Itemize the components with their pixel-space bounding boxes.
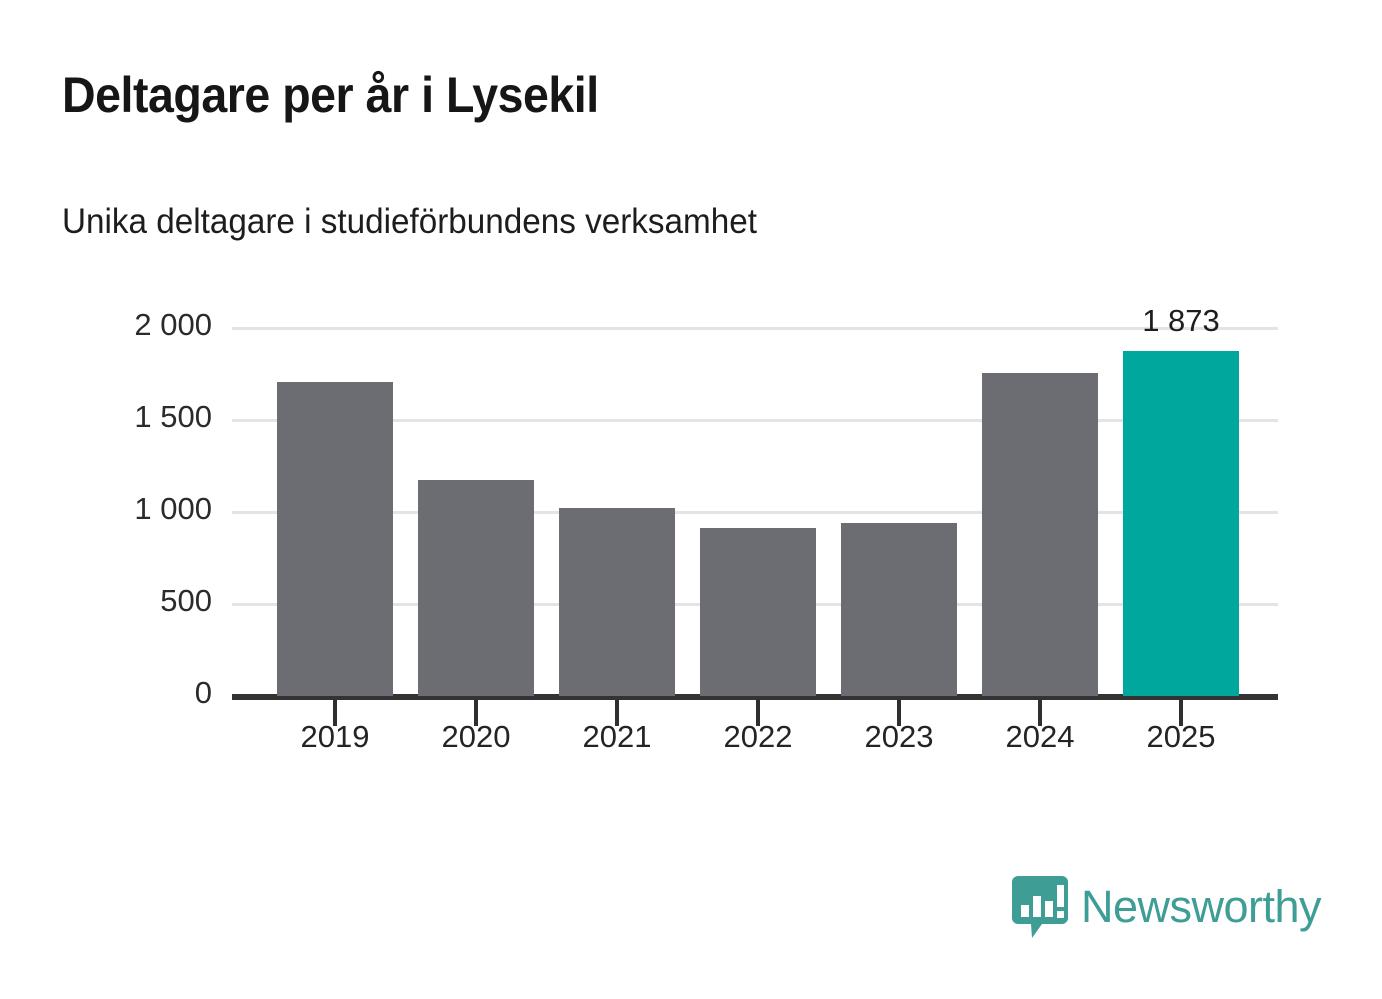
x-axis-tick: [897, 700, 901, 726]
x-axis-tick-label: 2022: [723, 719, 793, 754]
y-axis-tick-label: 500: [160, 583, 212, 618]
x-axis-line: [232, 694, 1278, 700]
x-axis-tick: [615, 700, 619, 726]
x-axis-tick-label: 2021: [582, 719, 652, 754]
x-axis-tick-label: 2020: [441, 719, 511, 754]
y-axis-labels: 0 500 1 000 1 500 2 000: [60, 0, 212, 999]
y-axis-tick-label: 1 000: [134, 491, 212, 526]
gridline: [232, 510, 1278, 514]
x-axis-tick: [756, 700, 760, 726]
newsworthy-wordmark: Newsworthy: [1081, 881, 1322, 932]
x-axis-tick-label: 2024: [1005, 719, 1075, 754]
bar[interactable]: [982, 373, 1098, 696]
bar[interactable]: [841, 522, 957, 696]
bar[interactable]: [700, 527, 816, 696]
chart-subtitle: Unika deltagare i studieförbundens verks…: [62, 202, 757, 241]
bar-value-label: 1 873: [1142, 303, 1220, 339]
x-axis-tick-label: 2023: [864, 719, 934, 754]
x-axis-tick-label: 2019: [300, 719, 370, 754]
gridline: [232, 418, 1278, 422]
newsworthy-logo[interactable]: Newsworthy: [1012, 876, 1322, 938]
x-axis-tick: [1179, 700, 1183, 726]
x-axis-tick-label: 2025: [1146, 719, 1216, 754]
x-axis-tick: [333, 700, 337, 726]
bar[interactable]: [277, 381, 393, 696]
bar[interactable]: [1123, 351, 1239, 696]
newsworthy-bar-chart-bubble-icon: [1012, 876, 1068, 938]
y-axis-tick-label: 1 500: [134, 399, 212, 434]
y-axis-tick-label: 2 000: [134, 307, 212, 342]
page-title: Deltagare per år i Lysekil: [62, 67, 599, 123]
y-axis-tick-label: 0: [194, 675, 212, 710]
gridline: [232, 326, 1278, 330]
bar[interactable]: [559, 508, 675, 696]
bar[interactable]: [418, 479, 534, 696]
x-axis-tick: [1038, 700, 1042, 726]
x-axis-tick: [474, 700, 478, 726]
